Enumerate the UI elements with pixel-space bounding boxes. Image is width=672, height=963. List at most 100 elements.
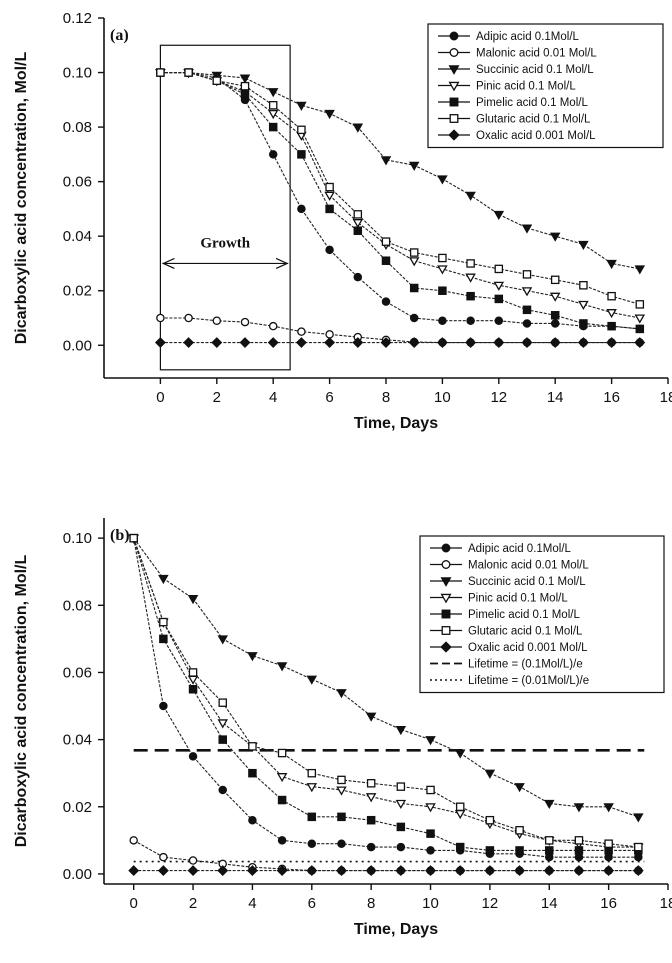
data-point [159,852,168,862]
data-point [240,81,250,91]
legend-marker [449,97,459,107]
x-tick-label: 18 [660,389,672,406]
data-point [577,337,589,348]
legend-label: Glutaric acid 0.1 Mol/L [468,626,583,638]
data-point [573,803,585,813]
data-point [129,533,138,543]
x-tick-label: 2 [189,895,197,912]
legend-marker [440,641,452,653]
data-point [337,775,346,785]
data-point [550,319,560,328]
data-point [353,226,363,235]
data-point [409,248,419,257]
legend-marker [441,609,451,619]
data-point [129,836,138,845]
arrow-head-left [161,257,175,270]
data-point [437,265,448,275]
legend: Adipic acid 0.1Mol/L Malonic acid 0.01 Mo… [427,23,664,149]
data-point [493,281,505,291]
data-point [545,836,554,845]
data-point [514,783,525,793]
data-point [484,865,496,876]
data-point [493,210,505,220]
data-point [325,204,334,214]
legend-label: Lifetime = (0.1Mol/L)/e [468,659,583,671]
data-point [297,204,306,214]
legend-marker [449,31,459,41]
data-point [578,300,589,310]
data-point [217,719,229,729]
data-point [187,865,199,876]
data-point [159,617,168,627]
data-point [634,337,646,348]
data-point [395,726,407,736]
legend-marker [449,114,459,123]
data-point [465,191,476,201]
series-line [160,71,640,330]
data-point [606,259,617,270]
data-point [353,210,363,219]
y-tick-label: 0.10 [63,530,92,547]
data-point [521,337,533,348]
data-point [633,813,644,823]
x-tick-label: 16 [600,895,617,912]
x-tick-label: 14 [541,895,558,912]
data-point [239,337,251,348]
series-line [160,71,640,305]
data-point [396,782,406,791]
panel-label: (a) [110,27,129,44]
data-point [276,662,288,672]
data-point [276,865,288,876]
data-point [268,101,278,110]
data-point [603,803,614,813]
data-point [240,317,250,327]
data-point [188,684,198,694]
legend-label: Oxalic acid 0.001 Mol/L [468,642,588,654]
data-point [337,812,346,822]
data-point [395,865,407,876]
data-point [353,272,363,282]
data-point [267,337,279,348]
data-point [579,319,588,328]
data-point [485,846,495,855]
data-point [578,240,589,250]
data-point [466,316,475,325]
data-point [521,287,533,297]
data-point [365,793,377,803]
data-point [455,842,465,852]
x-tick-label: 8 [367,895,375,912]
data-point [409,313,419,323]
x-tick-label: 0 [156,389,164,406]
data-point [248,768,257,778]
data-point [465,273,476,283]
data-point [268,150,278,159]
data-point [157,865,169,876]
data-point [579,281,588,290]
y-tick-label: 0.08 [63,119,92,136]
data-point [493,337,505,348]
data-point [465,337,477,348]
y-tick-label: 0.02 [63,283,92,300]
x-tick-label: 2 [213,389,221,406]
series-line [160,317,640,344]
data-point [336,689,347,699]
data-point [267,109,279,120]
data-point [521,224,533,234]
data-point [307,768,317,778]
data-point [522,319,532,328]
series-line [160,71,640,270]
x-tick-label: 8 [382,389,390,406]
legend-label: Pinic acid 0.1 Mol/L [468,593,568,605]
legend-label: Pinic acid 0.1 Mol/L [476,81,576,93]
data-point [635,300,645,309]
x-tick-label: 0 [130,895,138,912]
data-point [188,856,198,865]
x-axis-title: Time, Days [354,415,438,432]
data-point [425,865,436,876]
data-point [187,675,199,685]
legend-marker [449,48,459,57]
data-point [549,292,561,302]
x-tick-label: 14 [547,389,564,406]
data-point [217,865,229,876]
